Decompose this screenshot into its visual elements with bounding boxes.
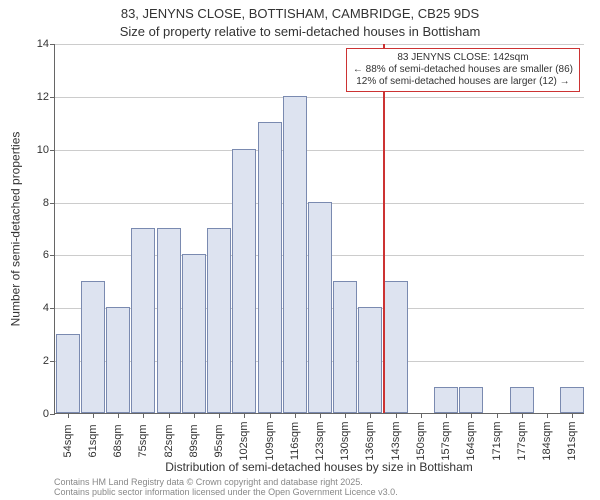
histogram-bar [283,96,307,413]
annotation-line: 83 JENYNS CLOSE: 142sqm [353,52,573,64]
y-tick-mark [50,361,55,362]
x-tick-mark [118,413,119,418]
annotation-box: 83 JENYNS CLOSE: 142sqm← 88% of semi-det… [346,48,580,92]
x-tick-label: 89sqm [188,421,200,461]
y-tick-label: 8 [9,197,49,209]
x-tick-label: 68sqm [112,421,124,461]
x-tick-mark [194,413,195,418]
y-tick-mark [50,308,55,309]
y-tick-mark [50,414,55,415]
histogram-bar [333,281,357,413]
chart-container: 83, JENYNS CLOSE, BOTTISHAM, CAMBRIDGE, … [0,0,600,500]
x-tick-mark [421,413,422,418]
x-tick-mark [547,413,548,418]
y-tick-label: 2 [9,355,49,367]
x-tick-mark [345,413,346,418]
histogram-bar [131,228,155,413]
histogram-bar [308,202,332,413]
x-tick-mark [295,413,296,418]
histogram-bar [106,307,130,413]
y-tick-label: 10 [9,144,49,156]
x-axis-label: Distribution of semi-detached houses by … [54,460,584,474]
gridline [55,97,584,98]
y-tick-mark [50,97,55,98]
x-tick-label: 102sqm [238,421,250,461]
histogram-bar [384,281,408,413]
x-tick-label: 54sqm [62,421,74,461]
x-tick-label: 116sqm [289,421,301,461]
x-tick-label: 191sqm [566,421,578,461]
histogram-bar [56,334,80,413]
histogram-bar [182,254,206,413]
x-tick-label: 136sqm [364,421,376,461]
x-tick-mark [446,413,447,418]
x-tick-label: 184sqm [541,421,553,461]
x-tick-mark [471,413,472,418]
y-tick-label: 0 [9,408,49,420]
credit-line-2: Contains public sector information licen… [54,488,584,498]
y-tick-mark [50,44,55,45]
y-tick-label: 6 [9,249,49,261]
histogram-bar [560,387,584,413]
x-tick-label: 109sqm [264,421,276,461]
chart-title-line2: Size of property relative to semi-detach… [0,24,600,39]
x-tick-label: 82sqm [163,421,175,461]
chart-title-line1: 83, JENYNS CLOSE, BOTTISHAM, CAMBRIDGE, … [0,6,600,21]
x-tick-label: 157sqm [440,421,452,461]
annotation-line: 12% of semi-detached houses are larger (… [353,76,573,88]
x-tick-mark [143,413,144,418]
x-tick-label: 130sqm [339,421,351,461]
x-tick-label: 143sqm [390,421,402,461]
x-tick-mark [497,413,498,418]
x-tick-label: 150sqm [415,421,427,461]
y-tick-label: 12 [9,91,49,103]
histogram-bar [510,387,534,413]
x-tick-mark [169,413,170,418]
histogram-bar [157,228,181,413]
histogram-bar [459,387,483,413]
reference-line [383,44,385,413]
histogram-bar [232,149,256,413]
x-tick-label: 75sqm [137,421,149,461]
x-tick-mark [219,413,220,418]
x-tick-mark [396,413,397,418]
x-tick-mark [270,413,271,418]
gridline [55,150,584,151]
y-tick-mark [50,150,55,151]
histogram-bar [358,307,382,413]
x-tick-mark [244,413,245,418]
histogram-bar [258,122,282,413]
x-tick-mark [522,413,523,418]
x-tick-label: 123sqm [314,421,326,461]
x-tick-mark [68,413,69,418]
annotation-line: ← 88% of semi-detached houses are smalle… [353,64,573,76]
gridline [55,44,584,45]
x-tick-mark [370,413,371,418]
y-tick-mark [50,255,55,256]
histogram-bar [207,228,231,413]
y-tick-label: 4 [9,302,49,314]
y-tick-label: 14 [9,38,49,50]
y-tick-mark [50,203,55,204]
x-tick-label: 95sqm [213,421,225,461]
x-tick-mark [320,413,321,418]
x-tick-mark [572,413,573,418]
x-tick-label: 171sqm [491,421,503,461]
plot-area: 0246810121454sqm61sqm68sqm75sqm82sqm89sq… [54,44,584,414]
x-tick-label: 164sqm [465,421,477,461]
x-tick-label: 177sqm [516,421,528,461]
x-tick-mark [93,413,94,418]
credits: Contains HM Land Registry data © Crown c… [54,478,584,498]
x-tick-label: 61sqm [87,421,99,461]
histogram-bar [81,281,105,413]
histogram-bar [434,387,458,413]
